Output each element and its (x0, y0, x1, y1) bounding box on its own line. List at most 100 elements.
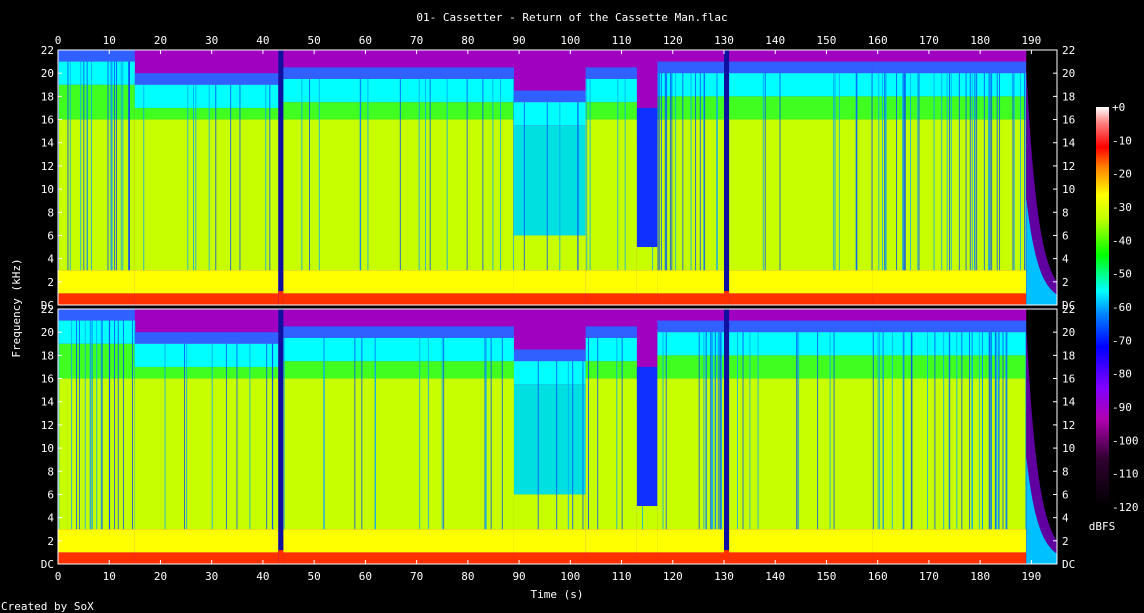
transient-streak (855, 73, 857, 271)
lowmid-band (657, 378, 724, 530)
transient-streak (910, 332, 912, 530)
transient-streak (501, 337, 503, 530)
upper-band (729, 332, 873, 356)
y-tick-label-right: 10 (1062, 442, 1075, 455)
segment-1 (134, 73, 279, 305)
transient-streak (902, 73, 904, 271)
transient-streak (949, 332, 951, 530)
rolloff-band (283, 326, 514, 338)
transient-streak (271, 343, 273, 530)
y-tick-label-right: DC (1062, 558, 1075, 571)
low-band (58, 270, 135, 294)
transient-streak (249, 343, 251, 530)
transient-streak (485, 337, 487, 530)
y-tick-label-right: 12 (1062, 160, 1075, 173)
bass-band (657, 293, 724, 305)
transient-streak (987, 73, 989, 271)
low-band (872, 529, 1027, 553)
transient-streak (418, 78, 420, 271)
transient-streak (833, 73, 835, 271)
transient-streak (716, 73, 718, 271)
bass-band (636, 293, 658, 305)
transient-streak (265, 84, 267, 271)
transient-streak (877, 332, 879, 530)
colorbar-tick-label: -50 (1112, 268, 1132, 281)
low-band (134, 270, 279, 294)
transient-streak (737, 332, 739, 530)
lowmid-band (283, 378, 514, 530)
transient-streak (749, 332, 751, 530)
x-tick-label-top: 90 (512, 34, 525, 47)
fade-core (1026, 198, 1057, 305)
transient-streak (710, 332, 712, 530)
transient-streak (128, 61, 130, 271)
segment-5 (585, 67, 637, 305)
rolloff-band (134, 73, 279, 85)
x-tick-label-bottom: 180 (970, 570, 990, 583)
transient-streak (856, 73, 858, 271)
colorbar-tick-label: -90 (1112, 401, 1132, 414)
segment-11 (1026, 309, 1057, 564)
y-tick-label-right: 16 (1062, 373, 1075, 386)
transient-streak (374, 337, 376, 530)
transient-streak (67, 61, 69, 271)
segment-4 (513, 90, 586, 305)
transient-streak (80, 61, 82, 271)
panel-frame (57, 308, 1058, 565)
x-tick-label-bottom: 150 (817, 570, 837, 583)
x-tick-label-top: 70 (410, 34, 423, 47)
transient-streak (164, 343, 166, 530)
transient-streak (965, 73, 967, 271)
bass-band (283, 293, 514, 305)
transient-streak (720, 332, 722, 530)
lowmid-band (134, 119, 279, 271)
low-band (636, 529, 658, 553)
colorbar-tick-label: +0 (1112, 101, 1125, 114)
x-tick-label-bottom: 110 (612, 570, 632, 583)
x-tick-label-bottom: 160 (868, 570, 888, 583)
x-tick-label-top: 110 (612, 34, 632, 47)
transient-streak (597, 337, 599, 530)
lowmid-band (134, 378, 279, 530)
y-tick-label-right: 8 (1062, 206, 1069, 219)
transient-streak (128, 61, 130, 271)
transient-streak (195, 84, 197, 271)
transient-streak (716, 73, 718, 271)
transient-streak (1006, 332, 1008, 530)
x-tick-label-top: 150 (817, 34, 837, 47)
transient-streak (100, 320, 102, 530)
transient-streak (89, 320, 91, 530)
transient-streak (881, 73, 883, 271)
x-tick-label-bottom: 170 (919, 570, 939, 583)
y-tick-label-right: 8 (1062, 465, 1069, 478)
y-tick-label-left: 4 (47, 512, 54, 525)
transient-streak (359, 78, 361, 271)
transient-streak (660, 73, 662, 271)
transient-streak (705, 332, 707, 530)
y-tick-label-left: 20 (41, 326, 54, 339)
y-tick-label-left: 6 (47, 488, 54, 501)
sweep-band (636, 366, 658, 507)
x-tick-label-bottom: 80 (461, 570, 474, 583)
transient-streak (546, 102, 548, 271)
transient-streak (998, 332, 1000, 530)
bass-band (134, 552, 279, 564)
y-tick-label-left: 22 (41, 44, 54, 57)
transient-streak (427, 337, 429, 530)
transient-streak (318, 78, 320, 271)
bass-band (657, 552, 724, 564)
mid-band (134, 107, 279, 120)
transient-streak (83, 61, 85, 271)
transient-streak (186, 343, 188, 530)
rolloff-band (729, 61, 873, 74)
segment-8 (724, 50, 730, 305)
break-band (278, 309, 284, 564)
transient-streak (941, 73, 943, 271)
y-tick-label-left: 8 (47, 465, 54, 478)
lowmid-band (585, 378, 637, 530)
upper-band (585, 337, 637, 362)
transient-streak (399, 78, 401, 271)
y-tick-label-left: 20 (41, 67, 54, 80)
segment-8 (724, 309, 730, 564)
transient-streak (714, 332, 716, 530)
